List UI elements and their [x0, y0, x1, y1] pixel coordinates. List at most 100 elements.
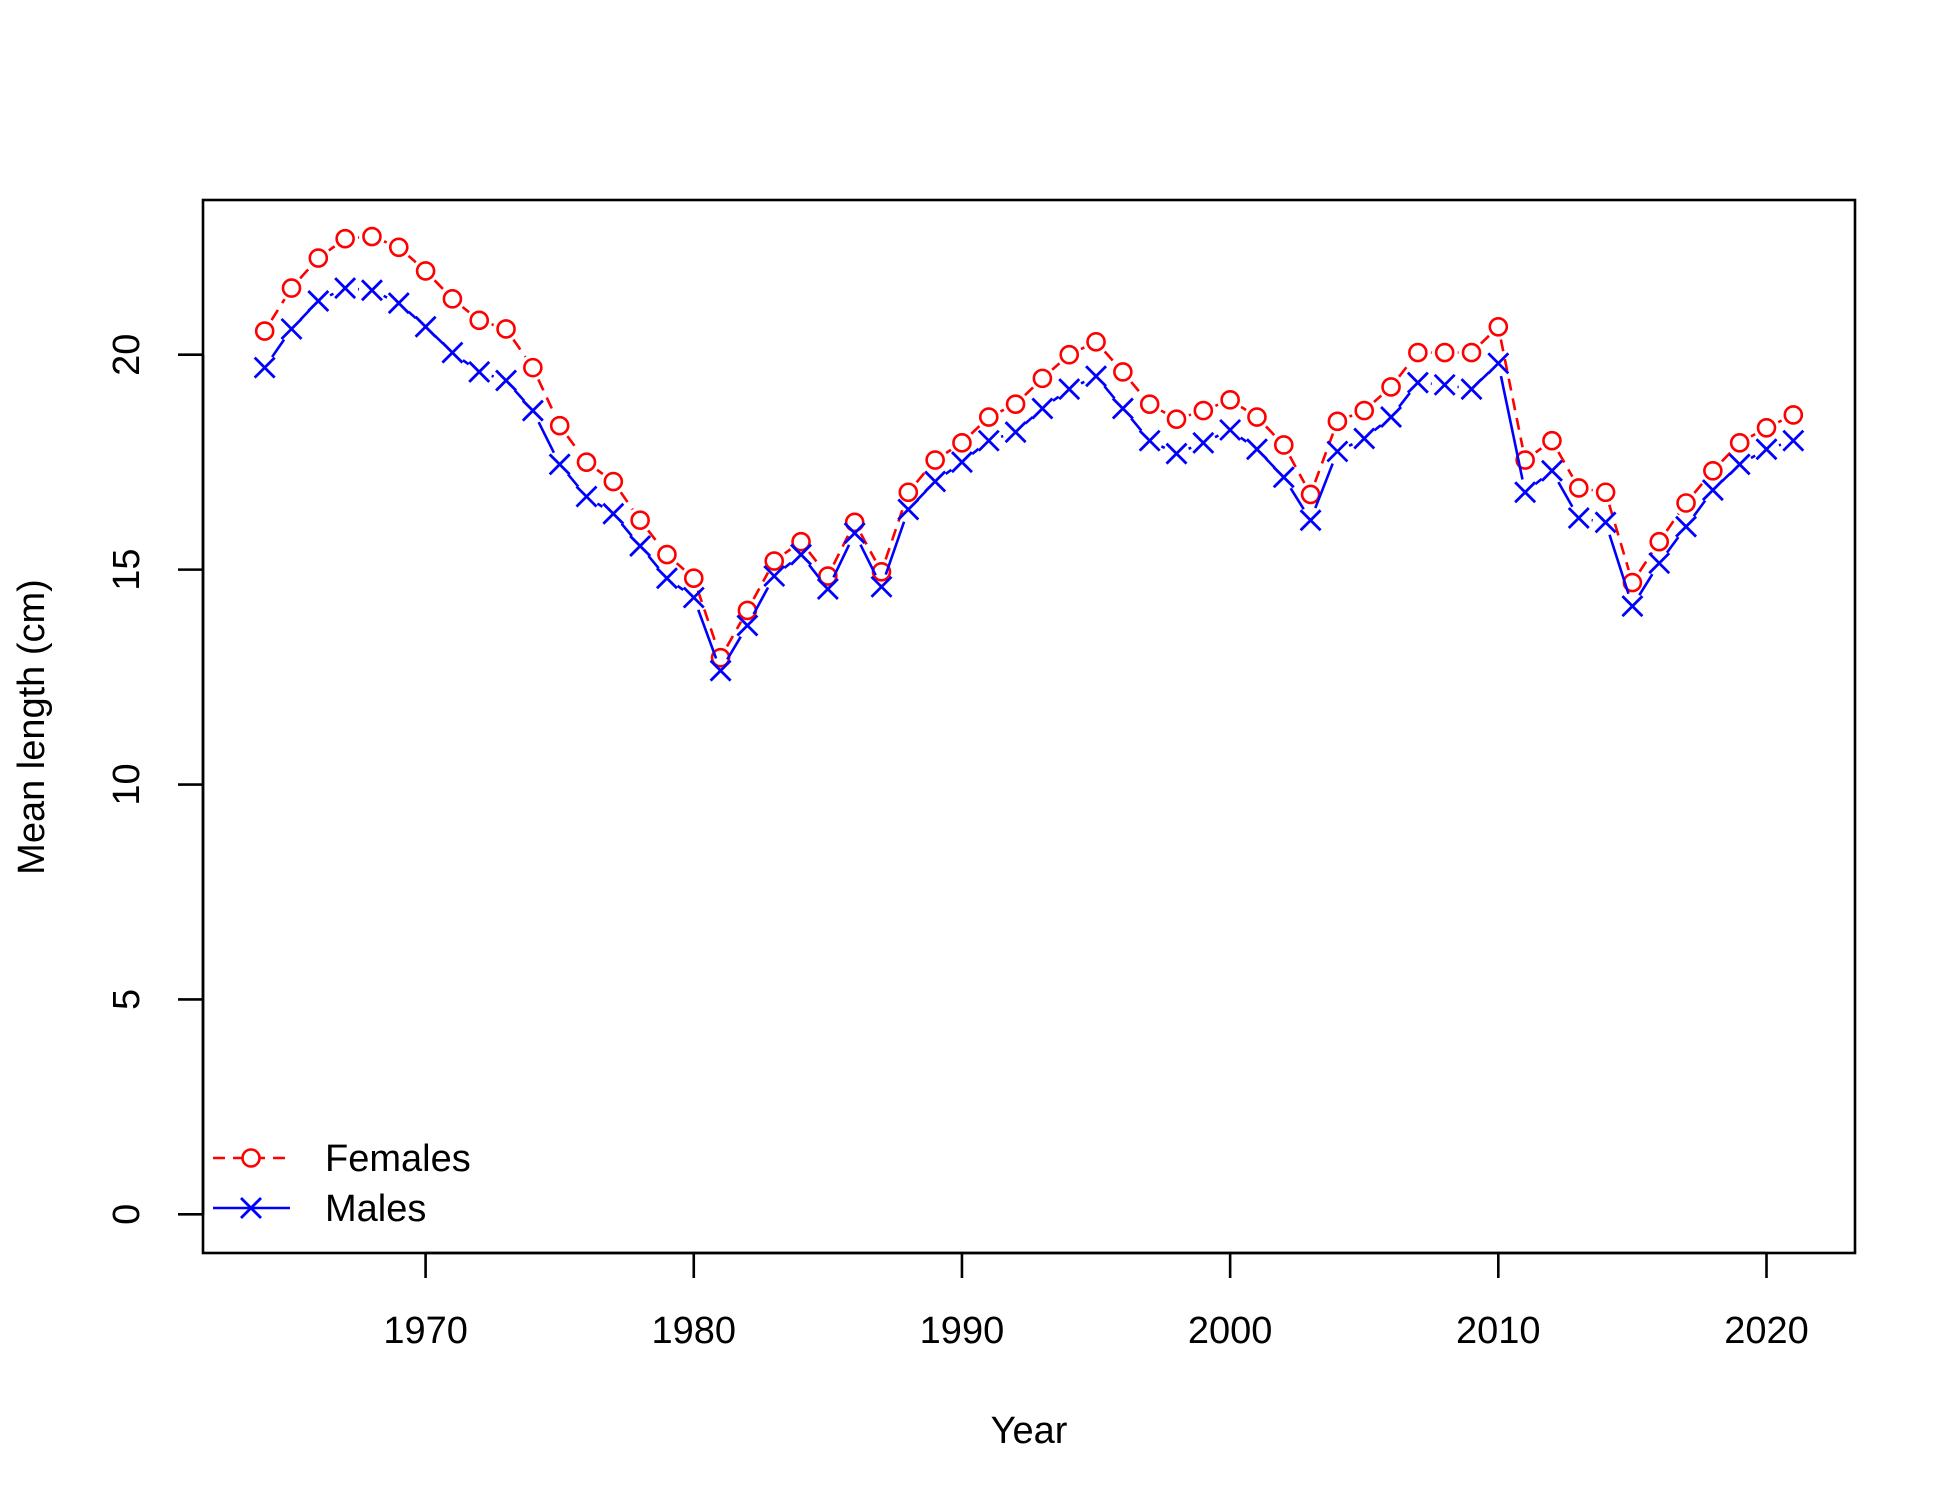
x-tick-label: 2020: [1724, 1310, 1809, 1352]
data-point-males: [1138, 429, 1161, 452]
data-point-females: [791, 531, 811, 552]
data-point-males: [1460, 378, 1483, 401]
data-point-males: [1004, 421, 1027, 444]
x-tick-label: 2000: [1188, 1310, 1273, 1352]
data-point-females: [335, 228, 355, 249]
data-point-males: [1755, 438, 1778, 461]
data-point-females: [1676, 493, 1696, 513]
legend-marker-males: [240, 1197, 262, 1219]
data-point-females: [1354, 400, 1375, 421]
data-point-females: [576, 452, 597, 472]
data-point-males: [1648, 552, 1671, 575]
data-point-males: [1540, 459, 1563, 482]
data-point-males: [1728, 453, 1751, 476]
data-point-males: [441, 341, 464, 364]
data-point-females: [415, 261, 436, 281]
legend-label-males: Males: [325, 1188, 426, 1230]
data-point-females: [1568, 478, 1589, 498]
data-point-males: [1219, 418, 1242, 441]
data-point-females: [388, 237, 409, 258]
data-point-females: [1032, 368, 1053, 389]
data-point-females: [1783, 405, 1804, 425]
data-point-females: [1327, 411, 1348, 432]
data-point-females: [1488, 316, 1509, 337]
data-point-males: [1085, 365, 1108, 388]
x-tick-label: 1990: [920, 1310, 1005, 1352]
data-point-females: [1005, 394, 1026, 414]
series-layer: [253, 226, 1805, 682]
data-point-males: [1165, 442, 1188, 465]
data-point-females: [1059, 344, 1080, 365]
data-point-females: [469, 310, 490, 331]
data-point-males: [360, 279, 383, 302]
data-point-males: [1782, 429, 1805, 452]
data-point-females: [1515, 450, 1535, 470]
data-point-males: [521, 399, 544, 422]
data-point-females: [630, 510, 650, 530]
data-point-females: [496, 319, 516, 339]
data-point-males: [629, 534, 652, 557]
data-point-males: [1245, 438, 1268, 461]
data-point-males: [1031, 397, 1054, 420]
data-point-males: [1514, 481, 1537, 504]
data-point-males: [950, 451, 973, 474]
data-point-females: [1300, 484, 1321, 505]
data-point-males: [1111, 397, 1134, 420]
data-point-males: [897, 498, 920, 521]
data-point-males: [682, 586, 705, 609]
x-tick-label: 1970: [383, 1310, 468, 1352]
data-point-females: [737, 600, 758, 621]
y-tick-label: 0: [106, 1204, 148, 1225]
data-point-females: [362, 226, 382, 247]
data-point-females: [308, 248, 329, 268]
data-point-females: [764, 551, 785, 571]
data-point-males: [709, 659, 732, 682]
data-point-females: [1649, 531, 1670, 552]
data-point-females: [442, 289, 463, 309]
data-point-males: [1487, 352, 1510, 375]
series-line-females: [270, 236, 1783, 648]
data-point-males: [655, 567, 678, 590]
data-point-males: [414, 315, 437, 338]
data-point-females: [549, 415, 570, 436]
y-tick-label: 15: [106, 548, 148, 590]
data-point-males: [1701, 479, 1724, 502]
data-point-females: [281, 278, 302, 298]
x-tick-label: 1980: [651, 1310, 736, 1352]
data-point-females: [898, 482, 919, 503]
data-point-males: [1353, 427, 1376, 450]
data-point-males: [1380, 406, 1403, 429]
data-point-males: [548, 453, 571, 476]
legend-marker-females: [241, 1148, 261, 1168]
plot-frame: [201, 198, 1857, 1255]
data-point-females: [1408, 342, 1428, 363]
y-tick-label: 20: [106, 334, 148, 376]
y-axis: 0 5 10 15 20: [106, 334, 205, 1225]
data-point-males: [495, 369, 518, 392]
data-point-females: [1220, 390, 1240, 410]
y-tick-label: 5: [106, 989, 148, 1010]
data-point-males: [1594, 511, 1617, 534]
data-point-females: [254, 321, 275, 341]
data-point-females: [1703, 460, 1723, 481]
data-point-females: [1166, 409, 1187, 429]
data-point-females: [1113, 362, 1133, 382]
data-point-males: [1299, 509, 1322, 532]
data-point-males: [1621, 595, 1644, 618]
series-females: [254, 226, 1804, 668]
data-point-males: [843, 522, 866, 545]
series-line-males: [271, 287, 1782, 661]
data-point-males: [736, 614, 759, 637]
data-point-females: [1729, 433, 1750, 453]
data-point-females: [657, 544, 677, 565]
x-tick-label: 2010: [1456, 1310, 1541, 1352]
data-point-females: [1139, 394, 1160, 414]
data-point-males: [870, 575, 893, 598]
data-point-males: [924, 470, 947, 493]
data-point-males: [977, 429, 1000, 452]
data-point-males: [253, 356, 276, 379]
data-point-males: [334, 277, 357, 300]
data-point-males: [1675, 515, 1698, 538]
data-point-females: [1461, 342, 1482, 363]
